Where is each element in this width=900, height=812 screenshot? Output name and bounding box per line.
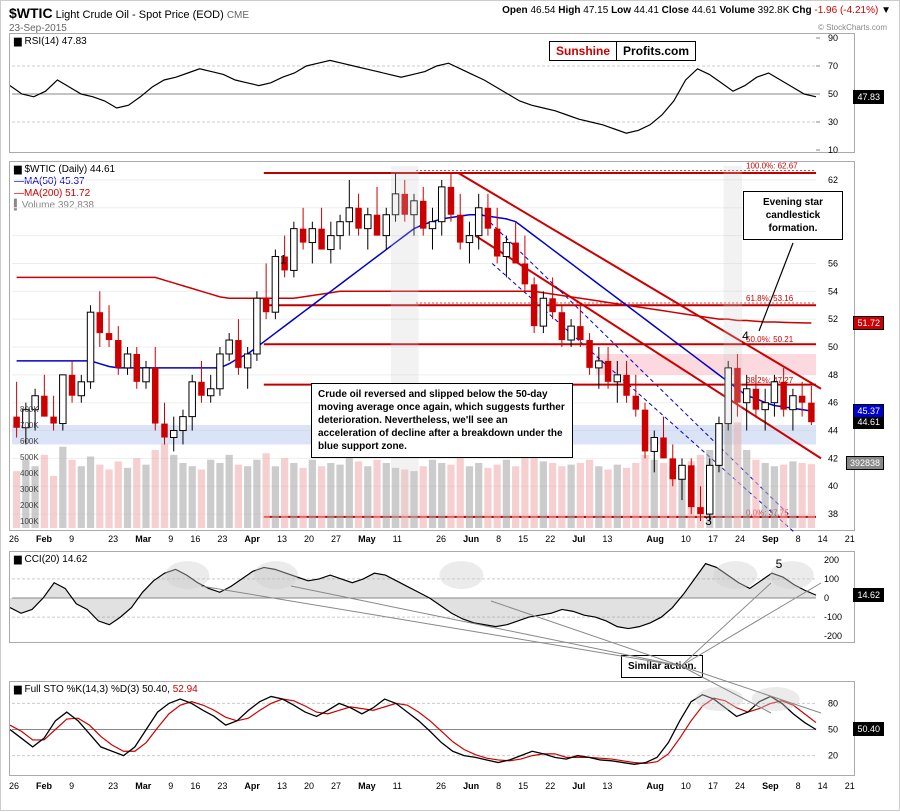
svg-text:62: 62 bbox=[828, 175, 838, 185]
svg-text:42: 42 bbox=[828, 453, 838, 463]
svg-text:0: 0 bbox=[824, 593, 829, 603]
svg-text:61.8%: 53.16: 61.8%: 53.16 bbox=[746, 294, 794, 303]
svg-text:70: 70 bbox=[828, 61, 838, 71]
svg-text:5: 5 bbox=[776, 557, 783, 571]
svg-text:40: 40 bbox=[828, 481, 838, 491]
svg-text:50: 50 bbox=[828, 89, 838, 99]
svg-text:1: 1 bbox=[280, 252, 287, 266]
cci-panel: ▆ CCI(20) 14.62 2001000-100-200514.62 bbox=[9, 551, 855, 643]
svg-text:46: 46 bbox=[828, 398, 838, 408]
exchange: CME bbox=[227, 10, 249, 21]
svg-text:48: 48 bbox=[828, 370, 838, 380]
svg-text:50: 50 bbox=[828, 725, 838, 735]
xaxis-price: 26Feb923Mar91623Apr132027May1126Jun81522… bbox=[9, 534, 855, 544]
svg-text:100.0%: 62.67: 100.0%: 62.67 bbox=[746, 162, 798, 171]
ticker-symbol: $WTIC bbox=[9, 5, 53, 21]
svg-text:-100: -100 bbox=[824, 612, 842, 622]
callout-evening-star: Evening star candlestick formation. bbox=[743, 191, 843, 240]
ohlc-stats: Open 46.54 High 47.15 Low 44.41 Close 44… bbox=[502, 5, 891, 16]
svg-text:56: 56 bbox=[828, 258, 838, 268]
svg-text:30: 30 bbox=[828, 117, 838, 127]
xaxis-bottom: 26Feb923Mar91623Apr132027May1126Jun81522… bbox=[9, 781, 855, 791]
chart-header: $WTIC Light Crude Oil - Spot Price (EOD)… bbox=[9, 5, 891, 34]
copyright: © StockCharts.com bbox=[818, 23, 887, 32]
watermark: Sunshine Profits.com bbox=[549, 41, 696, 61]
svg-text:-200: -200 bbox=[824, 631, 842, 641]
svg-text:90: 90 bbox=[828, 34, 838, 43]
svg-text:80: 80 bbox=[828, 698, 838, 708]
svg-text:10: 10 bbox=[828, 145, 838, 154]
svg-text:38: 38 bbox=[828, 509, 838, 519]
svg-text:50.0%: 50.21: 50.0%: 50.21 bbox=[746, 335, 794, 344]
svg-text:4: 4 bbox=[742, 329, 749, 343]
price-panel: ▆ $WTIC (Daily) 44.61 —MA(50) 45.37 —MA(… bbox=[9, 161, 855, 531]
instrument-name: Light Crude Oil - Spot Price (EOD) bbox=[56, 9, 224, 21]
svg-text:3: 3 bbox=[705, 514, 712, 528]
callout-main-note: Crude oil reversed and slipped below the… bbox=[311, 383, 573, 458]
svg-text:20: 20 bbox=[828, 751, 838, 761]
callout-similar: Similar action. bbox=[621, 655, 703, 678]
svg-text:200: 200 bbox=[824, 555, 839, 565]
svg-text:50: 50 bbox=[828, 342, 838, 352]
svg-text:44: 44 bbox=[828, 426, 838, 436]
svg-text:100: 100 bbox=[824, 574, 839, 584]
svg-text:52: 52 bbox=[828, 314, 838, 324]
stochastic-panel: ▆ Full STO %K(14,3) %D(3) 50.40, 52.94 8… bbox=[9, 681, 855, 776]
svg-text:54: 54 bbox=[828, 286, 838, 296]
rsi-panel: ▆ RSI(14) 47.83 907050301047.83 bbox=[9, 33, 855, 153]
